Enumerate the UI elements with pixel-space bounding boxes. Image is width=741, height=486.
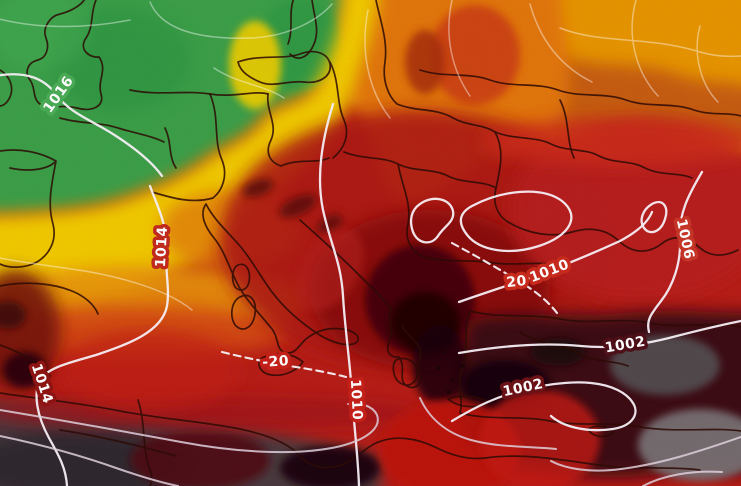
border-turkey-africa xyxy=(0,310,741,486)
isobar-lines-africa xyxy=(0,397,741,486)
isobar-1002-line-south xyxy=(450,381,637,432)
isobar-1006-line xyxy=(640,170,704,334)
isotherm-label-minus20: -20 xyxy=(262,353,290,371)
isobar-label-1014-alps: 1014 xyxy=(153,226,171,268)
isobar-1014-line xyxy=(35,184,170,486)
faint-contours-layer xyxy=(0,0,741,311)
isobar-1010-line-turkey xyxy=(457,190,654,304)
faint-contour-lines xyxy=(0,0,741,311)
isotherm-20-line-east xyxy=(450,241,559,315)
isobar-1010-line-central xyxy=(318,102,361,486)
border-central-europe xyxy=(151,0,575,202)
border-east-europe xyxy=(343,69,741,266)
aegean-island-dots xyxy=(430,334,465,394)
isobar-label-1010-central: 1010 xyxy=(347,379,365,421)
isobar-loop-balkans xyxy=(409,197,455,244)
isotherm-dashed-contours-layer xyxy=(220,241,559,379)
isotherm-20-line-sicily xyxy=(220,350,348,379)
isobar-1016-line xyxy=(0,73,164,178)
isobar-contours-layer xyxy=(0,73,741,486)
isotherm-label-20: 20 xyxy=(506,273,528,291)
border-italy-balkans xyxy=(202,203,490,408)
isobar-1002-line-north xyxy=(457,319,741,355)
